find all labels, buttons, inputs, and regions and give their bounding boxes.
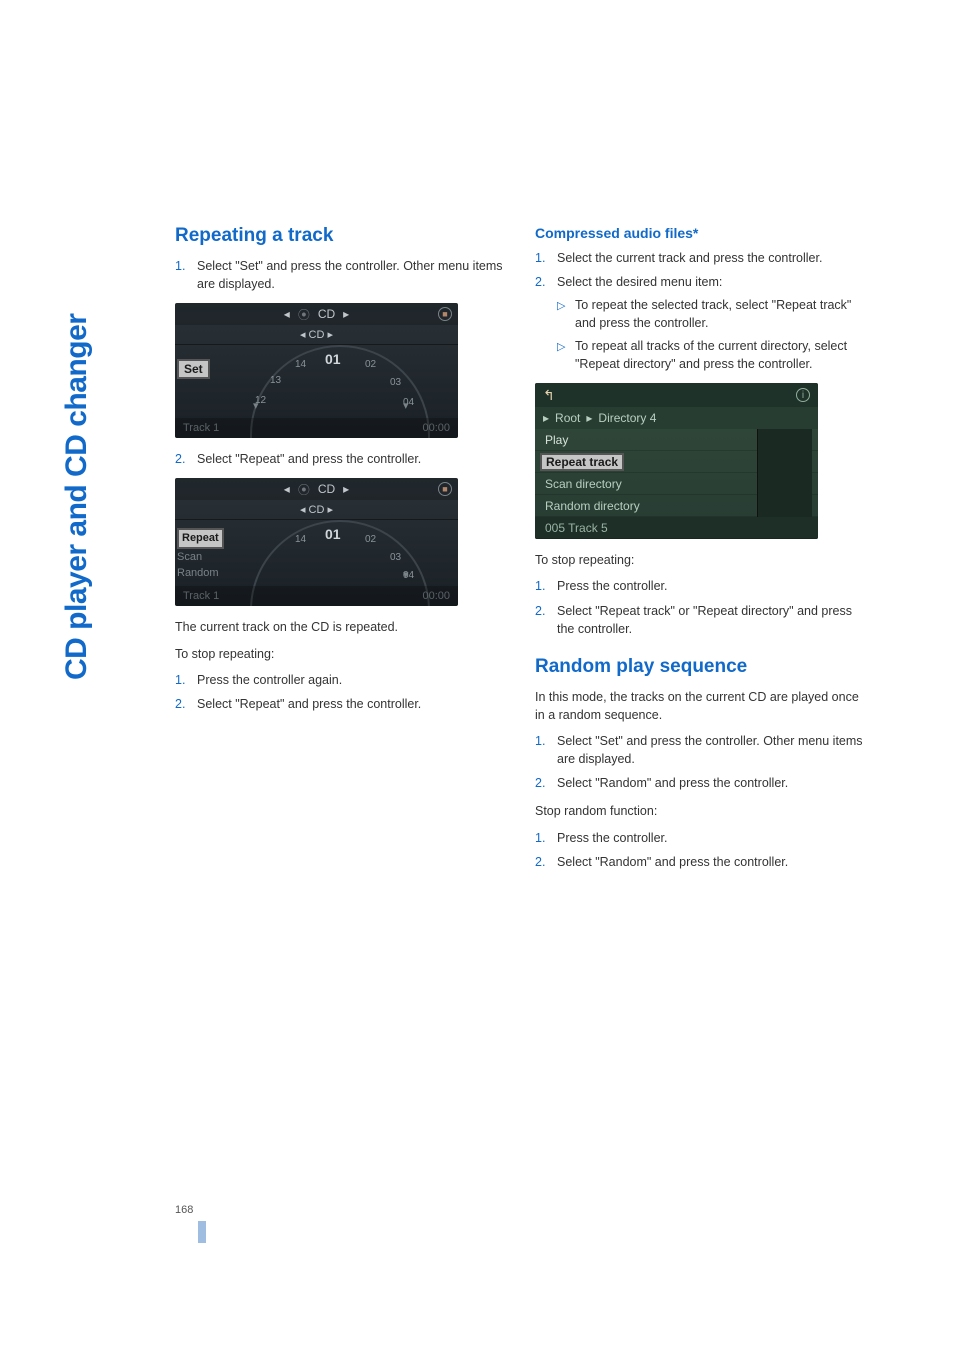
step-number: 2. [175,450,185,468]
list-item: 2. Select "Random" and press the control… [535,853,865,871]
footer-time: 00:00 [422,590,450,602]
compressed-steps: 1. Select the current track and press th… [535,249,865,373]
list-item: 1. Select "Set" and press the controller… [535,732,865,768]
step-text: Select "Repeat" and press the controller… [197,452,421,466]
sub-item: ▷ To repeat all tracks of the current di… [557,338,865,373]
triangle-icon: ▷ [557,340,565,355]
screenshot-set: ◂ ⦿ CD ▸ ◂ CD ▸ ■ Set 01 14 13 12 02 03 … [175,303,458,438]
screenshot-directory: ↰ i ▸Root ▸Directory 4 Play Repeat track… [535,383,818,539]
shot-topbar: ◂ ⦿ CD ▸ [175,303,458,325]
triangle-icon: ▷ [557,299,565,314]
random-steps: 1. Select "Set" and press the controller… [535,732,865,792]
list-item: 2. Select "Repeat" and press the control… [175,450,505,468]
stop-repeat-label-right: To stop repeating: [535,551,865,569]
random-stop-steps: 1. Press the controller. 2. Select "Rand… [535,829,865,871]
list-item: 2. Select "Repeat track" or "Repeat dire… [535,602,865,638]
shot-topbar: ◂⦿ CD▸ [175,478,458,500]
nav-right-icon: ▸ [343,307,349,321]
screenshot-repeat: ◂⦿ CD▸ ◂ CD ▸ ■ Repeat Scan Random 01 14… [175,478,458,606]
main-content: Repeating a track 1. Select "Set" and pr… [175,225,875,881]
step-text: Select "Set" and press the controller. O… [197,259,503,291]
step-number: 1. [175,257,185,275]
sub-options: ▷ To repeat the selected track, select "… [557,297,865,373]
list-item: 1. Select the current track and press th… [535,249,865,267]
page-number: 168 [175,1204,193,1216]
shot-subbar: ◂ CD ▸ [175,325,458,345]
repeat-steps: 1. Select "Set" and press the controller… [175,257,505,293]
sidebar-title: CD player and CD changer [60,314,94,680]
nav-left-icon: ◂ [284,307,290,321]
list-item: 2. Select "Random" and press the control… [535,774,865,792]
list-item: 1. Press the controller. [535,577,865,595]
sub-item: ▷ To repeat the selected track, select "… [557,297,865,332]
list-item: 1. Press the controller. [535,829,865,847]
shot-subbar: ◂ CD ▸ [175,500,458,520]
heading-compressed: Compressed audio files* [535,225,865,241]
footer-track: Track 1 [183,422,219,434]
list-item: 1. Press the controller again. [175,671,505,689]
stop-random-label: Stop random function: [535,802,865,820]
heading-repeating: Repeating a track [175,225,505,247]
left-column: Repeating a track 1. Select "Set" and pr… [175,225,505,881]
page-marker [198,1221,206,1243]
info-icon: i [796,388,810,402]
back-icon: ↰ [543,387,555,404]
random-intro: In this mode, the tracks on the current … [535,688,865,724]
right-column: Compressed audio files* 1. Select the cu… [535,225,865,881]
footer-track: Track 1 [183,590,219,602]
list-item: 2. Select the desired menu item: ▷ To re… [535,273,865,373]
stop-repeat-label: To stop repeating: [175,645,505,663]
repeat-steps2: 2. Select "Repeat" and press the control… [175,450,505,468]
breadcrumb: ▸Root ▸Directory 4 [535,407,818,429]
menu-list: Play Repeat track Scan directory Random … [535,429,818,539]
stop-steps: 1. Press the controller again. 2. Select… [175,671,505,713]
footer-time: 00:00 [422,422,450,434]
thumbnail-panel [757,429,812,517]
current-track-note: The current track on the CD is repeated. [175,618,505,636]
heading-random: Random play sequence [535,656,865,678]
list-item: 2. Select "Repeat" and press the control… [175,695,505,713]
row-track: 005 Track 5 [535,517,818,539]
list-item: 1. Select "Set" and press the controller… [175,257,505,293]
right-stop-steps: 1. Press the controller. 2. Select "Repe… [535,577,865,637]
top-label: CD [318,307,335,321]
